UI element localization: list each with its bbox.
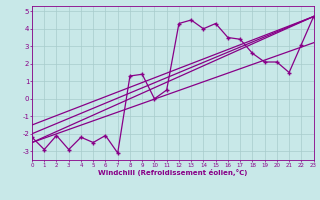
X-axis label: Windchill (Refroidissement éolien,°C): Windchill (Refroidissement éolien,°C) <box>98 169 247 176</box>
